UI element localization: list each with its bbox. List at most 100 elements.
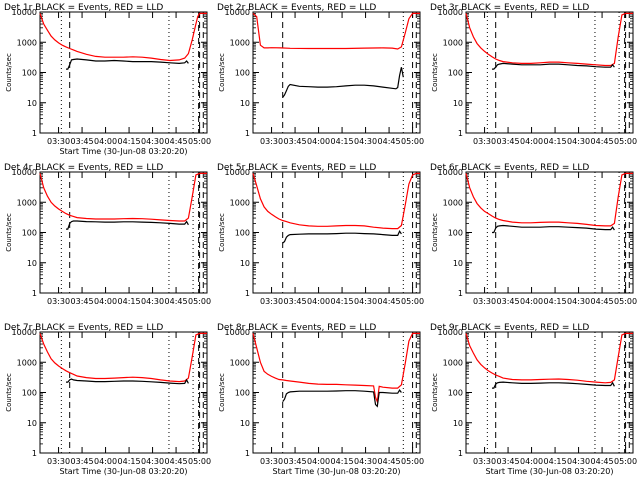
y-tick-label: 100 <box>448 229 463 238</box>
x-tick-label: 04:45 <box>165 297 188 306</box>
chart-title: Det 3r BLACK = Events, RED = LLD <box>430 3 589 13</box>
chart-panel-1: Det 1r BLACK = Events, RED = LLD 1 10 100 10… <box>4 3 211 156</box>
y-tick-label: 1 <box>245 449 250 458</box>
plot-frame <box>39 331 208 454</box>
chart-title: Det 6r BLACK = Events, RED = LLD <box>430 163 589 173</box>
y-tick-label: 100 <box>235 229 250 238</box>
series-line-lld <box>252 12 420 50</box>
x-tick-label: 04:45 <box>378 297 401 306</box>
series-line-lld <box>465 172 633 227</box>
x-tick-label: 04:15 <box>118 457 141 466</box>
y-axis-label: Counts/sec <box>5 53 13 92</box>
chart-panel-9: Det 9r BLACK = Events, RED = LLD 1 10 100 10… <box>430 323 637 476</box>
plot-frame <box>465 331 634 454</box>
x-tick-label: 04:30 <box>567 137 590 146</box>
x-tick-label: 04:00 <box>520 457 543 466</box>
x-tick-label: 05:00 <box>401 297 424 306</box>
x-tick-label: 04:15 <box>331 457 354 466</box>
series-line-events <box>282 229 402 244</box>
plot-frame <box>252 171 421 294</box>
x-tick-label: 03:45 <box>497 457 520 466</box>
x-tick-label: 04:30 <box>141 297 164 306</box>
x-tick-label: 05:00 <box>614 297 637 306</box>
x-axis-label: Start Time (30-Jun-08 03:20:20) <box>273 467 401 476</box>
y-tick-label: 1 <box>245 129 250 138</box>
y-tick-label: 10000 <box>225 168 250 177</box>
x-tick-label: 04:30 <box>354 297 377 306</box>
x-axis-label: Start Time (30-Jun-08 03:20:20) <box>486 467 614 476</box>
x-tick-label: 03:45 <box>71 457 94 466</box>
y-tick-label: 1000 <box>443 38 463 47</box>
y-tick-label: 100 <box>22 229 37 238</box>
x-tick-label: 04:45 <box>591 137 614 146</box>
chart-title: Det 5r BLACK = Events, RED = LLD <box>217 163 376 173</box>
y-tick-label: 1 <box>32 289 37 298</box>
plot-frame <box>465 11 634 134</box>
y-tick-label: 1 <box>458 129 463 138</box>
x-tick-label: 03:45 <box>497 137 520 146</box>
chart-panel-7: Det 7r BLACK = Events, RED = LLD 1 10 100 10… <box>4 323 211 476</box>
y-tick-label: 1000 <box>230 38 250 47</box>
y-tick-label: 10 <box>27 99 37 108</box>
y-tick-label: 10 <box>240 419 250 428</box>
x-tick-label: 04:00 <box>307 297 330 306</box>
x-tick-label: 04:00 <box>520 297 543 306</box>
series-line-events <box>282 67 404 98</box>
x-tick-label: 03:45 <box>284 137 307 146</box>
series-line-events <box>66 378 189 385</box>
x-tick-label: 04:00 <box>520 137 543 146</box>
chart-panel-5: Det 5r BLACK = Events, RED = LLD 1 10 100 10… <box>217 163 424 306</box>
y-tick-label: 1000 <box>17 358 37 367</box>
x-tick-label: 04:30 <box>567 457 590 466</box>
y-tick-label: 10000 <box>225 8 250 17</box>
x-tick-label: 04:30 <box>354 137 377 146</box>
chart-panel-4: Det 4r BLACK = Events, RED = LLD 1 10 100 10… <box>4 163 211 306</box>
y-tick-label: 1000 <box>443 358 463 367</box>
y-tick-label: 10 <box>453 99 463 108</box>
plot-frame <box>39 11 208 134</box>
series-line-lld <box>252 332 420 404</box>
y-tick-label: 100 <box>22 389 37 398</box>
y-tick-label: 100 <box>235 69 250 78</box>
series-line-events <box>492 381 615 389</box>
y-axis-label: Counts/sec <box>218 373 226 412</box>
x-tick-label: 03:45 <box>497 297 520 306</box>
chart-panel-2: Det 2r BLACK = Events, RED = LLD 1 10 100 10… <box>217 3 424 146</box>
x-tick-label: 04:15 <box>331 137 354 146</box>
x-tick-label: 03:45 <box>71 297 94 306</box>
y-tick-label: 100 <box>448 69 463 78</box>
x-tick-label: 04:45 <box>165 137 188 146</box>
y-tick-label: 10000 <box>438 168 463 177</box>
x-tick-label: 05:00 <box>188 137 211 146</box>
y-axis-label: Counts/sec <box>5 213 13 252</box>
y-tick-label: 10 <box>240 259 250 268</box>
series-line-lld <box>39 12 207 62</box>
y-tick-label: 10000 <box>12 8 37 17</box>
x-tick-label: 03:30 <box>47 137 70 146</box>
x-tick-label: 05:00 <box>614 457 637 466</box>
y-tick-label: 10000 <box>438 328 463 337</box>
y-axis-label: Counts/sec <box>431 53 439 92</box>
series-line-events <box>492 62 615 70</box>
series-line-events <box>282 389 402 408</box>
plot-frame <box>39 171 208 294</box>
y-tick-label: 1 <box>458 289 463 298</box>
x-tick-label: 04:15 <box>544 457 567 466</box>
y-tick-label: 1 <box>32 449 37 458</box>
y-tick-label: 10000 <box>12 328 37 337</box>
series-line-lld <box>465 12 633 67</box>
x-tick-label: 04:00 <box>307 457 330 466</box>
plot-frame <box>465 171 634 294</box>
y-tick-label: 100 <box>235 389 250 398</box>
y-tick-label: 1000 <box>230 358 250 367</box>
x-tick-label: 05:00 <box>614 137 637 146</box>
chart-panel-3: Det 3r BLACK = Events, RED = LLD 1 10 100 10… <box>430 3 637 146</box>
x-tick-label: 04:45 <box>591 457 614 466</box>
x-tick-label: 04:15 <box>331 297 354 306</box>
x-tick-label: 04:00 <box>94 457 117 466</box>
x-tick-label: 05:00 <box>401 457 424 466</box>
x-tick-label: 03:30 <box>473 137 496 146</box>
series-line-lld <box>39 172 207 222</box>
x-tick-label: 03:30 <box>473 297 496 306</box>
x-tick-label: 04:45 <box>378 457 401 466</box>
